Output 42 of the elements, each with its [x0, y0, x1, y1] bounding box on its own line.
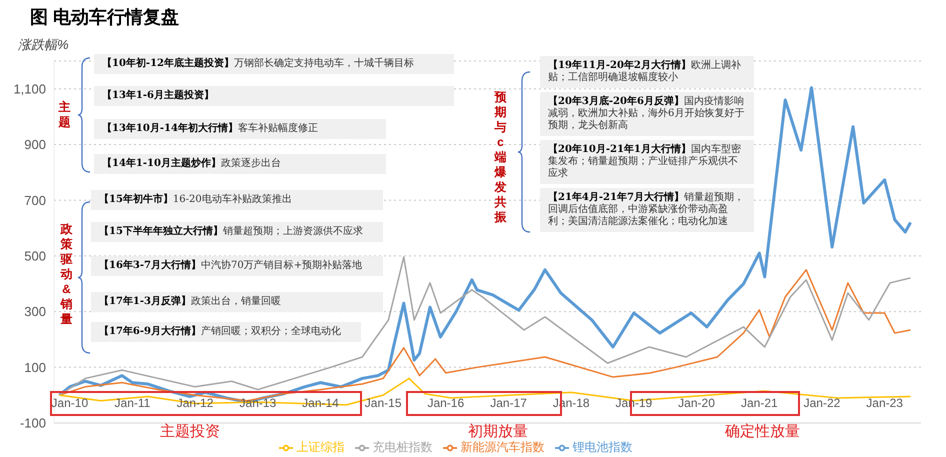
y-tick-label: 900	[24, 137, 46, 152]
annotation: 确定性放量	[725, 423, 800, 440]
x-tick-label: Jan-15	[364, 396, 402, 410]
x-tick-label: Jan-16	[427, 396, 464, 410]
text: 预期与c端爆发共振	[494, 90, 506, 224]
x-tick-label: Jan-17	[490, 396, 528, 410]
legend-label: 充电桩指数	[372, 440, 432, 454]
y-tick-label: -100	[20, 416, 46, 431]
callout-box: 【15年初牛市】16-20电动车补贴政策推出	[91, 190, 383, 210]
x-tick-label: Jan-22	[804, 396, 841, 410]
annotation: 初期放量	[468, 423, 528, 440]
callout-box: 【14年1-10月主题炒作】政策逐步出台	[94, 154, 386, 174]
callout-box: 【20年3月底-20年6月反弹】国内疫情影响减弱，欧洲加大补贴，海外6月开始恢复好于预期，龙头创新高	[540, 92, 754, 136]
callout-box: 【13年10月-14年初大行情】客车补贴幅度修正	[94, 119, 386, 139]
callout-box: 【17年1-3月反弹】政策出台，销量回暖	[91, 292, 383, 312]
x-tick-label: Jan-20	[678, 396, 716, 410]
legend-label: 锂电池指数	[572, 440, 632, 454]
annotation: 【13年1-6月主题投资】	[102, 90, 214, 101]
chart-title: 图 电动车行情复盘	[30, 6, 180, 29]
callout-box: 【20年10月-21年1月大行情】国内车型密集发布；销量超预期；产业链排产乐观供不应求	[540, 140, 754, 184]
annotation: 政策驱动&销量	[60, 222, 73, 327]
callout-box: 【19年11月-20年2月大行情】欧洲上调补贴；工信部明确退坡幅度较小	[540, 56, 754, 88]
callout-box: 【17年6-9月大行情】产销回暖；双积分；全球电动化	[91, 322, 361, 342]
annotation: 主题	[58, 100, 71, 130]
y-axis-title: 涨跌幅%	[18, 36, 69, 54]
y-tick-label: 1,100	[13, 81, 46, 96]
callout-box: 【10年初-12年底主题投资】万钢部长确定支持电动车，十城千辆目标	[94, 54, 454, 74]
callout-box: 【16年3-7月大行情】中汽协70万产销目标+预期补贴落地	[91, 256, 383, 276]
callout-box: 【21年4月-21年7月大行情】销量超预期，回调后估值底部，中游紧缺涨价带动高盈利；美国清洁能源法案催化；电动化加速	[540, 188, 754, 232]
x-tick-label: Jan-11	[114, 396, 151, 410]
annotation: 主题投资	[160, 423, 220, 440]
y-tick-label: 300	[24, 304, 46, 320]
callout-box: 【13年1-6月主题投资】	[94, 86, 454, 106]
callout-box: 【15下半年年独立大行情】销量超预期；上游资源供不应求	[91, 222, 383, 242]
x-tick-label: Jan-10	[51, 396, 88, 410]
x-tick-label: Jan-23	[866, 396, 904, 410]
y-tick-label: 700	[24, 192, 46, 208]
y-tick-label: 100	[24, 360, 46, 375]
legend-label: 上证综指	[296, 440, 344, 454]
y-tick-label: 500	[24, 248, 46, 264]
x-tick-label: Jan-21	[740, 396, 778, 410]
legend-label: 新能源汽车指数	[460, 440, 544, 454]
